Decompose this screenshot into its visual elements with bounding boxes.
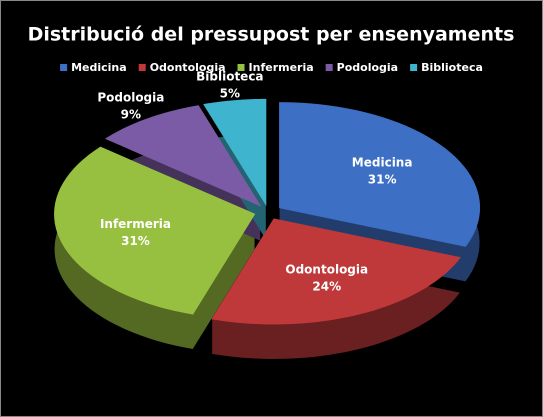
- slice-tops: [54, 98, 481, 325]
- slice: [211, 218, 461, 325]
- legend-label: Infermeria: [249, 61, 314, 74]
- chart-title: Distribució del pressupost per ensenyame…: [28, 24, 515, 46]
- data-label-value: 31%: [121, 234, 150, 248]
- legend-swatch: [60, 64, 68, 71]
- slice: [203, 98, 267, 207]
- legend-swatch: [410, 64, 418, 71]
- data-label-name: Odontologia: [285, 262, 368, 276]
- slice: [104, 105, 262, 207]
- data-label-name: Medicina: [352, 156, 413, 170]
- data-label-name: Infermeria: [100, 217, 171, 231]
- legend-label: Biblioteca: [421, 61, 483, 74]
- legend-label: Medicina: [71, 61, 127, 74]
- data-label-name: Podologia: [97, 90, 164, 104]
- legend-label: Podologia: [337, 61, 398, 74]
- legend-swatch: [237, 64, 245, 71]
- slice: [279, 102, 481, 247]
- legend-swatch: [138, 64, 146, 71]
- legend-label: Odontologia: [150, 61, 226, 74]
- data-label-name: Biblioteca: [196, 70, 263, 84]
- legend: Medicina Odontologia Infermeria Podologia Bi…: [60, 61, 483, 74]
- slice: [54, 146, 256, 315]
- data-label-value: 5%: [220, 87, 240, 101]
- data-label-value: 24%: [312, 279, 341, 293]
- data-label-value: 9%: [121, 107, 141, 121]
- data-label-value: 31%: [368, 173, 397, 187]
- legend-swatch: [325, 64, 333, 71]
